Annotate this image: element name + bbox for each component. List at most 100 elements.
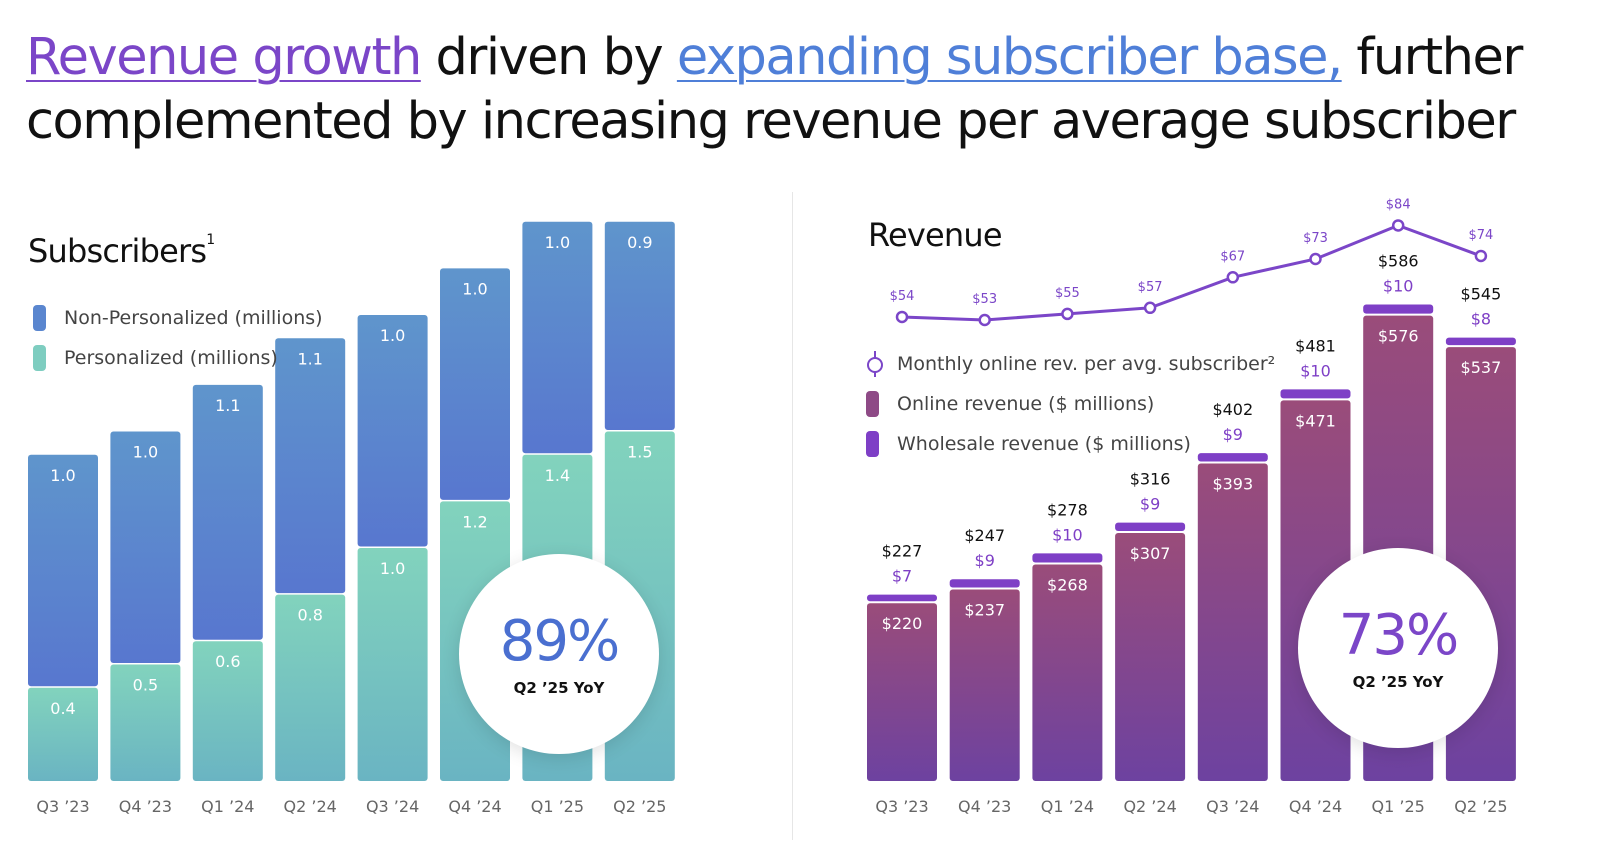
monthly-rev-value-label: $55 [1055, 286, 1080, 301]
monthly-rev-line [901, 223, 1482, 322]
legend-swatch-online-revenue [866, 391, 879, 417]
monthly-rev-value-label: $54 [890, 289, 915, 304]
personalized-bar [192, 641, 263, 781]
monthly-rev-point [1061, 307, 1074, 321]
monthly-rev-value-label: $74 [1468, 228, 1493, 243]
non-personalized-bar [604, 221, 675, 430]
x-tick-label: Q2 ’24 [284, 797, 337, 816]
x-tick-label: Q3 ’24 [366, 797, 419, 816]
non-personalized-value-label: 1.0 [462, 279, 487, 298]
wholesale-revenue-value-label: $7 [892, 567, 912, 586]
legend-item-wholesale-revenue: Wholesale revenue ($ millions) [866, 424, 1275, 464]
wholesale-revenue-bar [1197, 453, 1268, 462]
wholesale-revenue-bar [949, 579, 1020, 588]
revenue-yoy-value: 73% [1338, 603, 1459, 668]
total-revenue-label: $481 [1295, 336, 1336, 355]
non-personalized-value-label: 1.1 [215, 396, 240, 415]
total-revenue-label: $316 [1130, 470, 1171, 489]
legend-swatch-monthly-rev [866, 351, 884, 377]
monthly-rev-value-label: $57 [1138, 280, 1163, 295]
total-revenue-label: $227 [882, 542, 923, 561]
x-tick-label: Q4 ’24 [448, 797, 501, 816]
monthly-rev-point [1391, 219, 1405, 232]
online-revenue-value-label: $268 [1047, 575, 1088, 594]
x-tick-label: Q3 ’23 [36, 797, 89, 816]
personalized-bar [28, 687, 98, 781]
legend-label-wholesale-revenue: Wholesale revenue ($ millions) [897, 433, 1191, 455]
non-personalized-bar [440, 268, 510, 500]
total-revenue-label: $402 [1212, 400, 1253, 419]
headline-subscriber-base: expanding subscriber base, [676, 28, 1343, 87]
online-revenue-value-label: $471 [1295, 411, 1336, 430]
online-revenue-value-label: $393 [1212, 474, 1253, 493]
non-personalized-value-label: 1.0 [50, 466, 75, 485]
online-revenue-value-label: $307 [1130, 544, 1171, 563]
monthly-rev-point [895, 310, 909, 324]
non-personalized-bar [275, 338, 346, 594]
revenue-legend: Monthly online rev. per avg. subscriber²… [866, 344, 1275, 464]
personalized-value-label: 0.5 [133, 676, 158, 695]
x-tick-label: Q4 ’23 [958, 797, 1011, 816]
personalized-value-label: 0.4 [50, 699, 75, 718]
wholesale-revenue-value-label: $9 [975, 551, 995, 570]
personalized-bar [357, 548, 428, 781]
personalized-value-label: 1.4 [545, 466, 570, 485]
wholesale-revenue-bar [1280, 389, 1351, 399]
x-tick-label: Q1 ’25 [531, 797, 584, 816]
personalized-value-label: 1.5 [627, 443, 652, 462]
x-tick-label: Q2 ’24 [1123, 797, 1176, 816]
revenue-title: Revenue [868, 216, 1003, 254]
legend-label-online-revenue: Online revenue ($ millions) [897, 393, 1155, 415]
headline-line2: complemented by increasing revenue per a… [26, 92, 1516, 151]
legend-item-monthly-rev: Monthly online rev. per avg. subscriber² [866, 344, 1275, 384]
wholesale-revenue-bar [867, 594, 937, 602]
subscribers-yoy-value: 89% [499, 609, 620, 674]
online-revenue-bar [867, 603, 937, 781]
legend-item-non-personalized: Non-Personalized (millions) [33, 298, 323, 338]
personalized-value-label: 0.6 [215, 652, 240, 671]
legend-item-personalized: Personalized (millions) [33, 338, 323, 378]
headline-further: further [1341, 28, 1523, 87]
non-personalized-value-label: 1.0 [133, 443, 158, 462]
legend-label-non-personalized: Non-Personalized (millions) [64, 307, 323, 329]
wholesale-revenue-value-label: $10 [1300, 361, 1331, 380]
online-revenue-bar [949, 589, 1020, 781]
non-personalized-value-label: 1.1 [297, 349, 322, 368]
wholesale-revenue-value-label: $10 [1383, 277, 1414, 296]
total-revenue-label: $278 [1047, 500, 1088, 519]
x-tick-label: Q1 ’25 [1372, 797, 1425, 816]
x-tick-label: Q3 ’23 [875, 797, 928, 816]
personalized-bar [275, 594, 346, 781]
subscribers-yoy-label: Q2 ’25 YoY [513, 679, 605, 697]
wholesale-revenue-value-label: $8 [1471, 310, 1491, 329]
personalized-value-label: 1.0 [380, 559, 405, 578]
wholesale-revenue-bar [1032, 553, 1103, 563]
monthly-rev-value-label: $67 [1220, 249, 1245, 264]
wholesale-revenue-bar [1363, 304, 1434, 314]
wholesale-revenue-bar [1445, 337, 1516, 346]
non-personalized-value-label: 1.0 [545, 233, 570, 252]
monthly-rev-value-label: $73 [1303, 231, 1328, 246]
online-revenue-bar [1032, 564, 1103, 781]
panel-divider [792, 192, 793, 840]
wholesale-revenue-value-label: $9 [1140, 495, 1160, 514]
wholesale-revenue-bar [1115, 522, 1186, 531]
personalized-value-label: 0.8 [297, 606, 322, 625]
monthly-rev-value-label: $53 [972, 292, 997, 307]
online-revenue-value-label: $576 [1378, 327, 1419, 346]
x-tick-label: Q1 ’24 [201, 797, 254, 816]
headline-revenue-growth: Revenue growth [26, 28, 422, 87]
online-revenue-value-label: $537 [1461, 358, 1502, 377]
monthly-rev-point [978, 313, 991, 327]
headline: Revenue growth driven by expanding subsc… [26, 26, 1586, 154]
legend-swatch-wholesale-revenue [866, 431, 879, 457]
wholesale-revenue-value-label: $9 [1223, 425, 1243, 444]
subscribers-title: Subscribers1 [28, 232, 215, 270]
legend-label-personalized: Personalized (millions) [64, 347, 278, 369]
x-tick-label: Q2 ’25 [613, 797, 666, 816]
monthly-rev-point [1309, 252, 1322, 266]
monthly-rev-point [1226, 271, 1240, 284]
monthly-rev-value-label: $84 [1386, 197, 1411, 212]
personalized-value-label: 1.2 [462, 512, 487, 531]
